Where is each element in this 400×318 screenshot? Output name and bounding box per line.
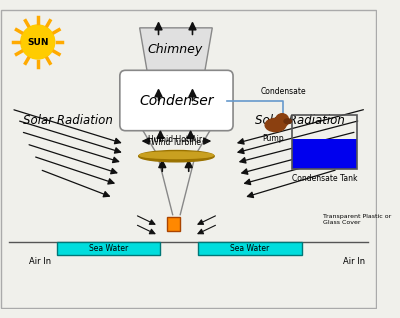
Text: Condensate: Condensate [260, 87, 306, 96]
Text: Wind Turbine: Wind Turbine [152, 138, 202, 147]
Text: Pump: Pump [262, 135, 284, 143]
Text: Sea Water: Sea Water [89, 244, 128, 253]
FancyBboxPatch shape [1, 10, 376, 308]
Text: Solar Radiation: Solar Radiation [23, 114, 113, 127]
Ellipse shape [265, 118, 286, 132]
FancyBboxPatch shape [292, 139, 357, 169]
Circle shape [276, 114, 289, 127]
FancyBboxPatch shape [57, 242, 160, 255]
Text: Air In: Air In [28, 257, 51, 266]
FancyBboxPatch shape [198, 242, 302, 255]
Circle shape [21, 25, 55, 59]
Polygon shape [140, 28, 212, 83]
FancyBboxPatch shape [167, 218, 180, 231]
Text: Chimney: Chimney [148, 43, 203, 56]
Text: Condenser: Condenser [139, 93, 214, 107]
Text: Transparent Plastic or
Glass Cover: Transparent Plastic or Glass Cover [323, 214, 391, 225]
Ellipse shape [284, 119, 292, 124]
Text: SUN: SUN [27, 38, 48, 46]
Text: Condensate Tank: Condensate Tank [292, 174, 357, 183]
Text: Air In: Air In [343, 257, 365, 266]
Text: Sea Water: Sea Water [230, 244, 270, 253]
Text: Solar Radiation: Solar Radiation [255, 114, 345, 127]
Ellipse shape [140, 152, 213, 159]
Text: Humid Hot Air: Humid Hot Air [148, 135, 202, 144]
Ellipse shape [139, 150, 214, 162]
FancyBboxPatch shape [120, 70, 233, 131]
